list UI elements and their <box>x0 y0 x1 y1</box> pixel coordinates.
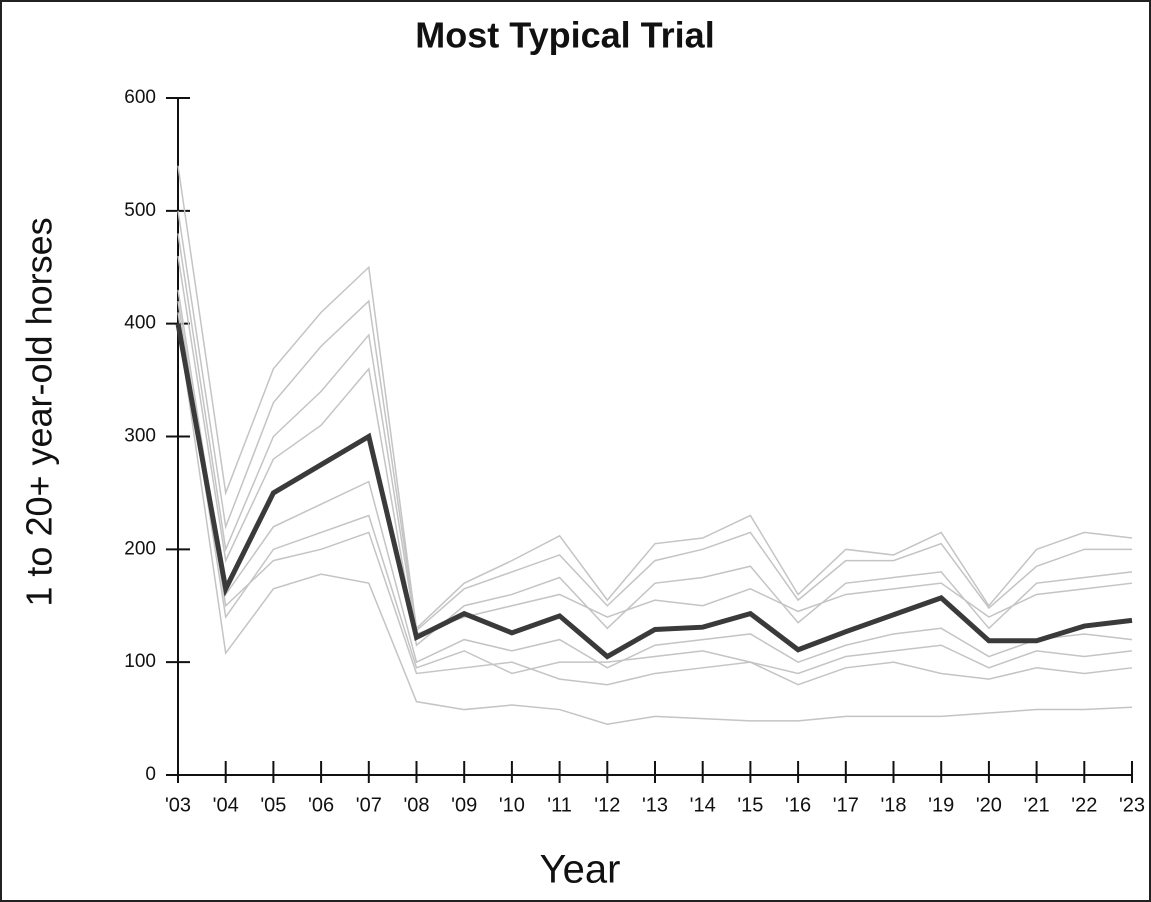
chart-title: Most Typical Trial <box>415 15 714 56</box>
x-tick-label: '13 <box>642 794 668 816</box>
trial-line <box>177 233 1133 635</box>
x-tick-label: '03 <box>165 794 191 816</box>
x-tick-label: '10 <box>499 794 525 816</box>
x-tick-label: '11 <box>547 794 572 816</box>
trial-line <box>177 165 1133 630</box>
x-tick-label: '16 <box>785 794 811 816</box>
trial-line <box>177 323 1133 725</box>
x-tick-label: '23 <box>1119 794 1145 816</box>
y-tick-label: 100 <box>124 651 156 672</box>
x-tick-label: '07 <box>356 794 382 816</box>
trial-line <box>177 255 1133 647</box>
y-axis-label: 1 to 20+ year-old horses <box>19 217 60 606</box>
x-tick-label: '22 <box>1071 794 1097 816</box>
y-tick-label: 500 <box>124 200 156 221</box>
x-tick-label: '17 <box>833 794 859 816</box>
y-tick-label: 200 <box>124 538 156 559</box>
typical-line <box>175 323 1133 660</box>
x-tick-label: '08 <box>403 794 429 816</box>
x-tick-label: '21 <box>1024 794 1050 816</box>
x-tick-label: '06 <box>308 794 334 816</box>
y-tick-label: 300 <box>124 426 156 447</box>
x-tick-label: '12 <box>594 794 620 816</box>
x-tick-label: '15 <box>737 794 763 816</box>
x-axis-label: Year <box>540 848 621 892</box>
x-tick-label: '19 <box>928 794 954 816</box>
trial-line <box>177 289 1133 669</box>
x-tick-label: '20 <box>976 794 1002 816</box>
y-tick-label: 0 <box>145 764 156 785</box>
x-tick-label: '18 <box>880 794 906 816</box>
x-tick-label: '14 <box>690 794 716 816</box>
y-tick-label: 400 <box>124 313 156 334</box>
trial-line <box>177 312 1133 675</box>
x-tick-label: '09 <box>451 794 477 816</box>
x-tick-label: '04 <box>213 794 239 816</box>
trial-line <box>177 300 1133 686</box>
x-tick-label: '05 <box>260 794 286 816</box>
y-tick-label: 600 <box>124 87 156 108</box>
trial-line <box>177 210 1132 633</box>
